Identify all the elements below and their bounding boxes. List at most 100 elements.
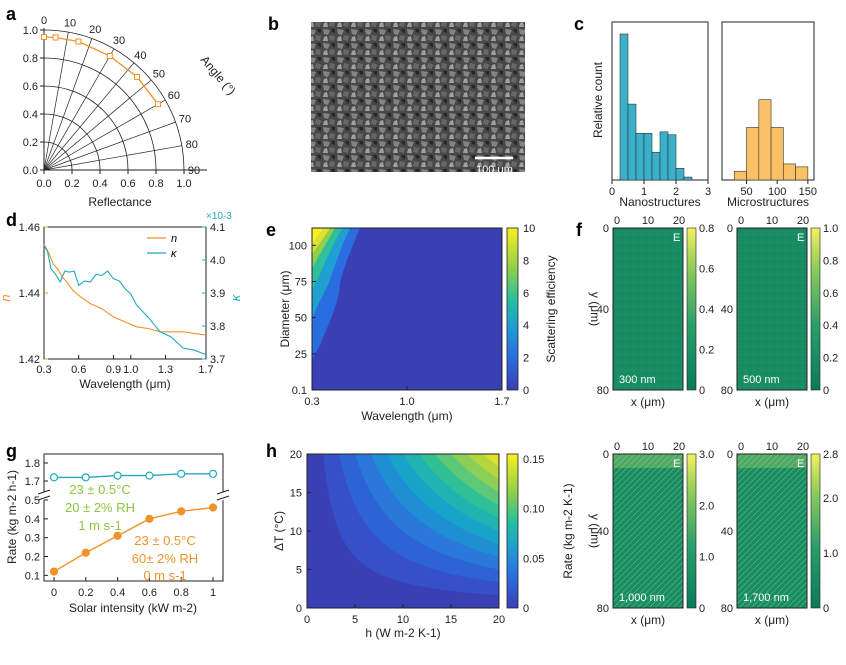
e-y-ticks: 0.1 25 50 75 100 [289,240,316,397]
panel-g: g 0 0.2 0.4 0.6 0.8 1 0.1 0.2 0.3 0.4 0.5 1.7 1.8 R… [5,441,231,615]
e-band-6 [312,228,323,244]
a-r-tick-1: 0.8 [23,53,38,65]
a-xlabel: Reflectance [88,195,152,209]
g-anno-bottom-line-2: 60± 2% RH [132,551,198,566]
e-y-tick-4: 100 [289,240,307,252]
panel-label-e: e [266,220,276,240]
e-cb-tick-0: 0 [523,385,529,397]
c-tick-0-2: 2 [673,186,679,198]
c-bar-1-5 [795,166,809,181]
e-y-tick-1: 25 [295,349,307,361]
f-y-tick-3-2: 80 [721,603,733,615]
polar-spoke-80 [43,145,182,171]
g-break-left [37,489,51,501]
g-x-tick-2: 0.4 [110,587,125,599]
polar-spoke-30 [43,48,115,171]
d-right-tick-3: 4.0 [210,255,225,267]
g-point-0-1 [81,473,90,482]
d-series-n [43,244,207,336]
e-x-tick-2: 1.7 [494,396,509,408]
sem-image [311,22,525,172]
f-colorbar-3 [810,453,821,609]
f-y-tick-0-0: 0 [603,223,609,235]
a-ref-tick-5: 1.0 [176,178,191,190]
a-r-tick-2: 0.6 [23,81,38,93]
h-colorbar-label: Rate (kg m-2 K-1) [561,483,575,578]
g-point-0-3 [145,471,154,480]
f-map-frame-0 [612,227,684,391]
d-frame [43,226,207,360]
f-map-field-3: E [797,458,804,470]
d-series-kappa [43,245,207,356]
a-angle-tick-6: 60 [168,90,180,102]
h-y-tick-2: 10 [290,526,302,538]
e-cb-tick-1: 2 [523,353,529,365]
c-bar-0-6 [667,134,677,181]
d-ylabel-left: n [0,294,13,301]
d-ylabel-right: κ [228,293,243,301]
c-bar-0-7 [675,168,685,181]
f-cb-tick-0-4: 0.8 [699,223,714,235]
a-angle-tick-7: 70 [179,114,191,126]
polar-spoke-60 [43,99,166,171]
g-break-mask-right [215,492,231,500]
d-x-tick-0: 0.3 [36,364,51,376]
g-point-1-4 [177,507,186,516]
e-colorbar [506,227,519,391]
d-left-tick-0: 1.42 [19,354,40,366]
f-cb-tick-0-2: 0.4 [699,304,714,316]
polar-grid [43,29,185,171]
h-band-0 [307,454,499,608]
f-cb-tick-0-3: 0.6 [699,264,714,276]
g-point-0-2 [113,471,122,480]
f-cb-tick-1-1: 0.2 [823,353,838,365]
g-yb-tick-4: 0.5 [25,495,40,507]
h-colorbar [506,453,519,609]
polar-ring-4 [43,57,157,171]
f-x-tick-1-0: 0 [738,215,744,227]
f-map-field-2: E [673,458,680,470]
d-x-tick-2: 0.9 [106,364,121,376]
g-break-right [216,489,230,501]
f-x-tick-0-1: 10 [642,215,654,227]
a-angle-tick-8: 80 [186,139,198,151]
d-right-exponent: ×10-3 [206,211,232,222]
g-point-0-4 [177,469,186,478]
h-cb-tick-2: 0.10 [523,504,544,516]
c-left-bars [619,33,693,181]
f-colorbar-1 [810,227,821,391]
d-right-ticks: 3.7 3.8 3.9 4.0 4.1 [202,222,225,366]
f-colorbar-2 [686,453,697,609]
e-cb-tick-5: 10 [523,223,535,235]
f-ylabel-2: y (μm) [588,514,602,548]
c-bar-1-2 [758,99,772,181]
e-cb-tick-4: 8 [523,255,529,267]
panel-label-b: b [268,14,279,34]
h-x-tick-3: 15 [445,614,457,626]
h-x-tick-1: 5 [352,614,358,626]
f-map-highlight-3 [737,454,807,468]
polar-ring-5 [43,29,185,171]
g-x-tick-4: 0.8 [174,587,189,599]
e-y-tick-0: 0.1 [292,385,307,397]
h-x-tick-0: 0 [304,614,310,626]
g-point-1-2 [113,531,122,540]
f-map-frame-1 [736,227,808,391]
d-right-tick-1: 3.8 [210,321,225,333]
f-map-wavelength-1: 500 nm [743,374,780,386]
panel-a: a 0.0 0.2 0.4 0.6 0.8 1.0 1.00.80.60.40.20.0 … [6,4,239,209]
g-yb-tick-2: 0.3 [25,533,40,545]
f-cb-tick-2-3: 3.0 [699,449,714,461]
g-series [49,469,218,576]
panel-label-f: f [576,220,583,240]
d-x-tick-5: 1.7 [198,364,213,376]
panel-c: c Relative count 0 1 2 3 50 100 150 Nanostruc… [574,14,817,209]
g-yb-tick-1: 0.2 [25,552,40,564]
a-angle-tick-2: 20 [89,24,101,36]
h-y-tick-0: 0 [296,603,302,615]
c-bar-1-1 [746,127,760,181]
g-anno-top-line-2: 20 ± 2% RH [65,500,135,515]
panel-d: d 1.42 1.44 1.46 3.7 3.8 3.9 4.0 4.1 0.3 0.6 0.9… [0,210,243,391]
g-x-ticks: 0 0.2 0.4 0.6 0.8 1 [51,577,216,599]
d-right-tick-4: 4.1 [210,222,225,234]
